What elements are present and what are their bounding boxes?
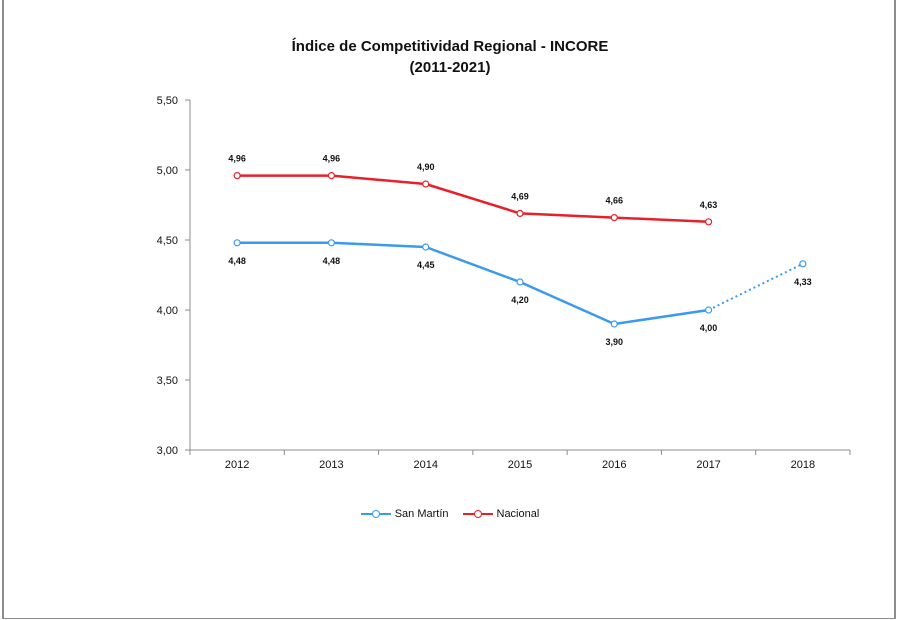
- data-label-san-mart-n: 4,45: [417, 260, 435, 270]
- data-point-san-mart-n: [610, 320, 618, 328]
- data-label-nacional: 4,66: [606, 196, 624, 206]
- chart-title: Índice de Competitividad Regional - INCO…: [291, 38, 609, 55]
- data-point-nacional: [422, 180, 430, 188]
- data-point-san-mart-n: [327, 239, 336, 247]
- x-tick-label: 2017: [696, 459, 720, 471]
- y-tick-label: 5,00: [157, 165, 178, 177]
- chart-axes: 3,00 3,50 4,00 4,50 5,00 5,50 2012 2013 2014 2015…: [157, 95, 851, 471]
- data-label-san-mart-n: 4,00: [700, 323, 718, 333]
- data-point-nacional: [610, 214, 618, 222]
- y-tick-label: 5,50: [157, 95, 178, 107]
- data-point-nacional: [704, 218, 713, 226]
- chart-title-block: Índice de Competitividad Regional - INCO…: [0, 36, 900, 78]
- legend-swatch-nacional: [462, 509, 493, 519]
- x-tick-label: 2016: [602, 459, 626, 471]
- data-point-nacional: [233, 172, 241, 180]
- series-line-san-mart-n: [237, 241, 709, 326]
- series-line-nacional: [237, 174, 709, 224]
- data-label-nacional: 4,69: [511, 191, 529, 201]
- data-label-san-mart-n: 4,48: [323, 256, 341, 266]
- legend-item-nacional: Nacional: [462, 508, 540, 520]
- data-point-nacional: [516, 209, 524, 217]
- data-label-nacional: 4,90: [417, 162, 435, 172]
- legend-label-san-martin: San Martín: [394, 508, 449, 520]
- legend-label-nacional: Nacional: [496, 508, 540, 520]
- x-tick-label: 2015: [508, 459, 532, 471]
- x-tick-label: 2012: [225, 459, 249, 471]
- data-label-nacional: 4,96: [228, 154, 246, 164]
- data-label-nacional: 4,63: [700, 200, 718, 210]
- chart-series: [233, 172, 807, 328]
- data-point-san-mart-n: [422, 243, 430, 251]
- data-point-san-mart-n: [516, 278, 524, 286]
- data-point-nacional: [327, 172, 336, 180]
- data-point-san-mart-n: [233, 239, 241, 247]
- legend-swatch-san-martin: [360, 509, 391, 519]
- x-tick-label: 2014: [413, 459, 437, 471]
- series-line-projected-san-mart-n: [708, 262, 804, 311]
- legend-item-san-martin: San Martín: [360, 508, 449, 520]
- data-point-san-mart-n: [799, 260, 807, 268]
- x-tick-label: 2018: [791, 459, 815, 471]
- data-label-san-mart-n: 4,20: [511, 295, 529, 305]
- chart-data-labels: 4,48 4,48 4,45 4,20 3,90 4,00 4,33 4,96 4,96 4,90…: [228, 154, 811, 347]
- y-tick-label: 4,00: [157, 305, 178, 317]
- y-tick-label: 3,00: [157, 445, 178, 457]
- data-label-san-mart-n: 3,90: [606, 337, 624, 347]
- y-tick-label: 3,50: [157, 375, 178, 387]
- data-label-san-mart-n: 4,33: [794, 277, 812, 287]
- y-tick-label: 4,50: [157, 235, 178, 247]
- data-point-san-mart-n: [704, 306, 713, 314]
- chart-subtitle: (2011-2021): [409, 59, 491, 76]
- x-tick-label: 2013: [319, 459, 343, 471]
- chart-legend: San Martín Nacional: [0, 508, 900, 520]
- data-label-san-mart-n: 4,48: [228, 256, 246, 266]
- data-label-nacional: 4,96: [323, 154, 341, 164]
